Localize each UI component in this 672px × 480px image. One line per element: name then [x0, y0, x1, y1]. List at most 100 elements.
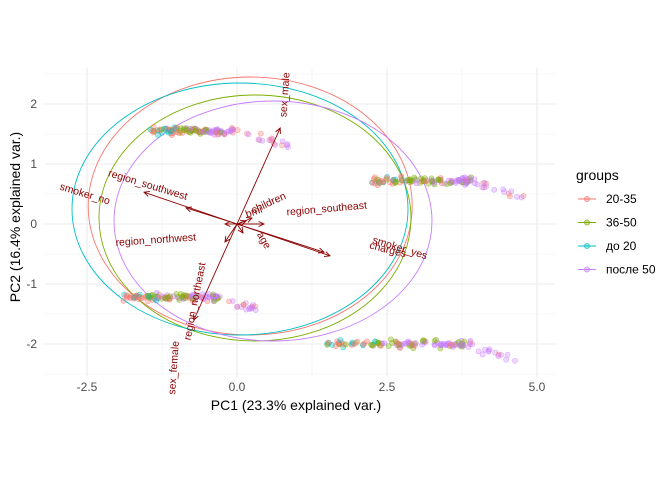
- ellipse-36-50: [98, 94, 412, 342]
- point-36-50: [180, 292, 187, 299]
- point-20-35: [402, 179, 408, 185]
- legend-key-point: [584, 266, 590, 273]
- loading-label-bmi: bmi: [244, 204, 264, 221]
- point-после 50: [475, 348, 482, 355]
- point-после 50: [234, 304, 241, 310]
- point-20-35: [449, 341, 456, 348]
- arrowhead-region_northwest: [223, 220, 231, 228]
- point-36-50: [389, 340, 396, 346]
- arrow-region_northeast: [224, 223, 238, 243]
- point-после 50: [227, 128, 234, 135]
- arrowhead-smoker_no: [143, 191, 151, 197]
- legend-key-point: [584, 243, 590, 249]
- point-до 20: [165, 129, 172, 136]
- ellipse-до 20: [71, 82, 409, 336]
- point-20-35: [240, 301, 247, 308]
- arrowhead-children: [245, 217, 253, 223]
- point-36-50: [184, 126, 190, 133]
- point-до 20: [372, 338, 378, 345]
- legend-entries: 20-35 36-50 до 20 после 50: [578, 192, 656, 277]
- point-после 50: [503, 356, 510, 363]
- legend-label: 20-35: [606, 192, 637, 206]
- legend-key-point: [584, 219, 590, 226]
- point-после 50: [504, 351, 511, 358]
- point-36-50: [173, 291, 180, 297]
- point-после 50: [518, 194, 525, 201]
- point-после 50: [243, 306, 250, 313]
- x-tick-label: 2.5: [379, 380, 396, 394]
- point-после 50: [229, 298, 236, 304]
- arrowhead-sex_female: [193, 313, 199, 321]
- arrow-bmi: [236, 220, 247, 225]
- point-20-35: [422, 178, 429, 185]
- point-после 50: [457, 178, 463, 185]
- point-36-50: [217, 129, 224, 136]
- point-после 50: [462, 179, 469, 186]
- point-20-35: [149, 128, 156, 134]
- x-axis-title: PC1 (23.3% explained var.): [211, 397, 381, 413]
- legend-label: до 20: [606, 239, 637, 253]
- y-tick-label: -2: [26, 337, 37, 351]
- arrowhead-smoker_yes: [323, 251, 331, 257]
- point-после 50: [483, 183, 489, 190]
- y-tick-label: 0: [30, 217, 37, 231]
- grid: [45, 68, 555, 377]
- point-36-50: [418, 175, 425, 182]
- arrow-sex_female: [193, 223, 238, 321]
- point-до 20: [153, 297, 160, 304]
- point-36-50: [374, 340, 381, 347]
- point-после 50: [404, 339, 411, 346]
- point-после 50: [443, 342, 450, 349]
- legend-label: после 50: [606, 263, 656, 277]
- point-20-35: [379, 177, 385, 184]
- point-36-50: [342, 341, 349, 348]
- point-после 50: [255, 136, 262, 143]
- point-после 50: [245, 131, 252, 138]
- point-после 50: [252, 307, 259, 313]
- loading-label-sex_female: sex_female: [166, 340, 182, 395]
- ellipse-после 50: [113, 100, 433, 342]
- x-tick-label: 0.0: [229, 380, 246, 394]
- point-36-50: [374, 176, 380, 183]
- point-после 50: [450, 342, 456, 349]
- y-axis-title: PC2 (16.4% explained var.): [7, 132, 23, 302]
- point-после 50: [412, 340, 419, 347]
- point-20-35: [378, 342, 384, 349]
- point-20-35: [213, 129, 220, 136]
- point-до 20: [337, 337, 344, 344]
- point-после 50: [485, 347, 492, 354]
- x-tick-label: 5.0: [529, 380, 546, 394]
- point-20-35: [383, 175, 390, 181]
- point-после 50: [508, 188, 515, 195]
- point-20-35: [138, 295, 145, 301]
- point-36-50: [190, 296, 197, 302]
- point-после 50: [413, 180, 420, 187]
- point-после 50: [279, 138, 286, 145]
- loading-label-region_northwest: region_northwest: [115, 231, 196, 249]
- point-после 50: [419, 341, 426, 348]
- point-после 50: [495, 353, 502, 359]
- point-36-50: [461, 338, 468, 345]
- point-36-50: [369, 342, 375, 348]
- point-20-35: [135, 296, 142, 303]
- point-20-35: [268, 135, 275, 142]
- y-tick-label: 1: [30, 157, 37, 171]
- arrowhead-region_southwest: [185, 206, 193, 213]
- point-20-35: [389, 177, 396, 184]
- x-tick-label: -2.5: [77, 380, 98, 394]
- point-после 50: [501, 189, 508, 195]
- point-20-35: [128, 292, 135, 299]
- point-36-50: [392, 178, 399, 185]
- arrowhead-sex_male: [275, 127, 281, 135]
- point-36-50: [176, 297, 183, 303]
- point-после 50: [198, 128, 205, 135]
- point-после 50: [216, 293, 223, 300]
- point-20-35: [156, 126, 163, 133]
- arrowhead-age: [237, 226, 244, 234]
- point-20-35: [124, 293, 131, 300]
- point-после 50: [192, 297, 198, 304]
- point-после 50: [465, 344, 472, 350]
- legend-title: groups: [576, 167, 619, 183]
- point-36-50: [210, 291, 217, 298]
